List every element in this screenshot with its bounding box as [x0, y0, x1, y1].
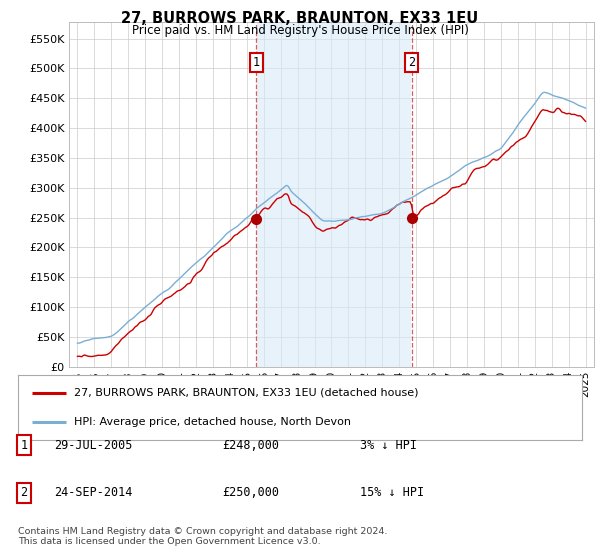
Text: 2: 2: [408, 56, 415, 69]
Text: £248,000: £248,000: [222, 438, 279, 452]
Text: £250,000: £250,000: [222, 486, 279, 500]
Text: HPI: Average price, detached house, North Devon: HPI: Average price, detached house, Nort…: [74, 417, 352, 427]
Text: 2: 2: [20, 486, 28, 500]
Text: 29-JUL-2005: 29-JUL-2005: [54, 438, 133, 452]
Text: 15% ↓ HPI: 15% ↓ HPI: [360, 486, 424, 500]
Text: 24-SEP-2014: 24-SEP-2014: [54, 486, 133, 500]
Text: 27, BURROWS PARK, BRAUNTON, EX33 1EU: 27, BURROWS PARK, BRAUNTON, EX33 1EU: [121, 11, 479, 26]
Text: Contains HM Land Registry data © Crown copyright and database right 2024.
This d: Contains HM Land Registry data © Crown c…: [18, 526, 388, 546]
Text: 3% ↓ HPI: 3% ↓ HPI: [360, 438, 417, 452]
Text: 1: 1: [20, 438, 28, 452]
Text: 27, BURROWS PARK, BRAUNTON, EX33 1EU (detached house): 27, BURROWS PARK, BRAUNTON, EX33 1EU (de…: [74, 388, 419, 398]
Text: Price paid vs. HM Land Registry's House Price Index (HPI): Price paid vs. HM Land Registry's House …: [131, 24, 469, 36]
Text: 1: 1: [253, 56, 260, 69]
